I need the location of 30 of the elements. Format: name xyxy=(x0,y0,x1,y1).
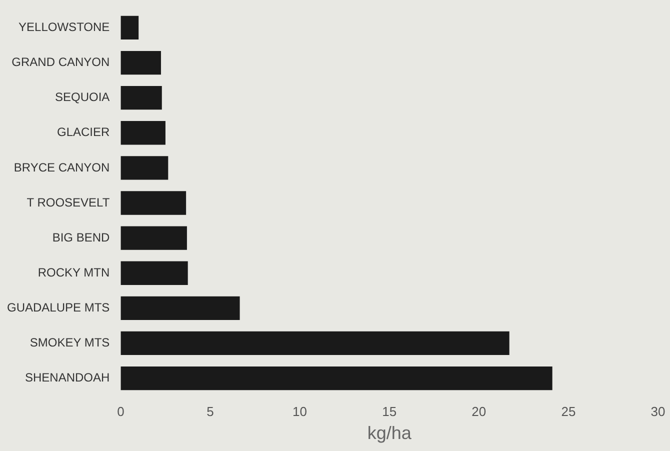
y-tick-label: ROCKY MTN xyxy=(38,265,110,280)
x-tick-label: 20 xyxy=(472,404,486,420)
y-tick-label: BIG BEND xyxy=(52,230,110,244)
bar xyxy=(120,331,510,356)
bar xyxy=(120,261,188,285)
y-tick-label: YELLOWSTONE xyxy=(18,20,110,34)
bar xyxy=(120,121,166,145)
x-tick-label: 25 xyxy=(561,404,576,420)
y-tick-label: GLACIER xyxy=(57,125,110,140)
x-tick-label: 10 xyxy=(292,404,308,420)
y-tick-label: T ROOSEVELT xyxy=(26,195,110,210)
bar xyxy=(120,191,186,215)
bar xyxy=(120,156,168,180)
x-tick-label: 30 xyxy=(650,404,666,420)
x-axis-title: kg/ha xyxy=(367,423,412,444)
bar xyxy=(120,16,139,40)
bar xyxy=(120,226,187,250)
bar xyxy=(120,296,240,320)
x-tick-label: 0 xyxy=(117,404,124,420)
y-tick-label: SEQUOIA xyxy=(55,90,110,104)
y-tick-label: SMOKEY MTS xyxy=(30,336,110,350)
x-tick-label: 5 xyxy=(206,404,214,420)
x-tick-label: 15 xyxy=(382,404,397,420)
y-tick-label: BRYCE CANYON xyxy=(14,160,110,174)
y-tick-label: GRAND CANYON xyxy=(12,55,110,70)
bar xyxy=(120,50,161,75)
y-tick-label: GUADALUPE MTS xyxy=(7,300,110,314)
bar xyxy=(120,366,552,390)
bar xyxy=(120,86,162,110)
y-tick-label: SHENANDOAH xyxy=(25,370,110,385)
